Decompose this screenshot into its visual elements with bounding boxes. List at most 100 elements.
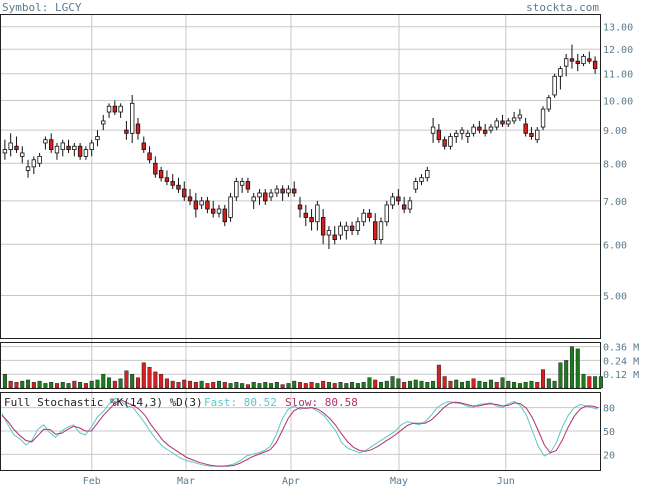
- volume-bar: [598, 376, 603, 389]
- candle-body: [558, 68, 563, 77]
- volume-bar: [373, 379, 378, 389]
- volume-bar: [303, 383, 308, 389]
- site-label: stockta.com: [526, 1, 599, 14]
- volume-bar: [396, 378, 401, 389]
- candle-body: [20, 152, 25, 157]
- volume-bar: [141, 362, 146, 389]
- candle-body: [442, 139, 447, 147]
- stochastic-tick-label: 50: [603, 427, 615, 438]
- candle-body: [361, 212, 366, 223]
- volume-bar: [257, 383, 262, 389]
- volume-bar: [188, 380, 193, 389]
- volume-bar: [454, 379, 459, 389]
- candle-body: [581, 55, 586, 65]
- candle-body: [459, 129, 465, 134]
- axis-labels: Feb Mar Apr May Jun 13.00 12.00 11.00 10.00 9.00 8…: [83, 23, 639, 486]
- candle-body: [118, 105, 123, 113]
- candle-body: [25, 166, 31, 171]
- candle-body: [332, 234, 337, 241]
- candle-body: [205, 200, 210, 210]
- volume-bar: [124, 370, 129, 389]
- candle-body: [89, 142, 94, 150]
- candle-body: [112, 105, 118, 113]
- volume-bar: [228, 383, 233, 389]
- volume-bar: [193, 382, 198, 389]
- candle-body: [430, 126, 436, 134]
- stochastic-tick-label: 80: [603, 404, 615, 415]
- candle-body: [465, 132, 470, 137]
- candle-body: [199, 200, 204, 206]
- candle-body: [274, 188, 280, 194]
- price-tick-label: 7.00: [603, 197, 627, 208]
- volume-bar: [569, 346, 574, 389]
- candle-body: [170, 181, 175, 186]
- stochastic-fast-label: Fast: 80.52: [204, 396, 277, 409]
- candle-body: [563, 58, 569, 67]
- volume-bar: [54, 383, 59, 389]
- volume-bar: [263, 382, 268, 389]
- candle-body: [482, 129, 488, 134]
- volume-bar: [14, 382, 19, 389]
- candle-body: [239, 181, 245, 186]
- volume-bar: [159, 374, 164, 389]
- volume-bar: [130, 374, 135, 389]
- volume-bar: [442, 376, 447, 389]
- candle-body: [517, 114, 523, 119]
- candle-body: [72, 145, 77, 150]
- volume-bar: [89, 380, 94, 389]
- x-tick-label: Jun: [497, 476, 515, 486]
- candle-body: [384, 204, 389, 223]
- volume-bar: [506, 380, 511, 389]
- candle-body: [257, 192, 262, 198]
- candle-body: [2, 149, 8, 154]
- volume-bar: [431, 380, 436, 389]
- volume-tick-label: 0.36 M: [603, 343, 639, 354]
- candle-body: [390, 196, 395, 206]
- fast-line: [1, 397, 599, 467]
- volume-bar: [477, 380, 482, 389]
- candle-body: [37, 155, 42, 164]
- volume-bar: [234, 382, 239, 389]
- volume-bar: [222, 382, 227, 389]
- volume-bar: [367, 377, 372, 389]
- price-tick-label: 6.00: [603, 240, 627, 251]
- volume-bar: [60, 382, 65, 389]
- volume-bar: [564, 360, 569, 389]
- volume-bar: [326, 382, 331, 389]
- candle-body: [251, 196, 256, 202]
- volume-bar: [384, 380, 389, 389]
- price-candles: [2, 44, 598, 249]
- candle-body: [164, 177, 170, 182]
- candle-body: [454, 132, 459, 137]
- candle-body: [587, 58, 592, 62]
- candle-body: [286, 188, 291, 194]
- candle-body: [141, 142, 146, 150]
- candle-body: [234, 181, 239, 198]
- candle-body: [77, 145, 83, 157]
- candle-body: [292, 188, 297, 194]
- candle-body: [506, 120, 511, 125]
- volume-bar: [170, 380, 175, 389]
- candle-body: [14, 145, 19, 150]
- price-tick-label: 9.00: [603, 126, 627, 137]
- candle-body: [373, 221, 378, 241]
- volume-bar: [2, 374, 7, 389]
- candle-body: [228, 196, 233, 218]
- candle-body: [60, 142, 65, 150]
- price-tick-label: 11.00: [603, 70, 633, 81]
- candle-body: [211, 208, 216, 214]
- volume-bar: [107, 377, 112, 389]
- candle-body: [471, 126, 476, 134]
- volume-bar: [344, 383, 349, 389]
- candle-body: [401, 204, 407, 210]
- candle-body: [54, 145, 60, 154]
- volume-bar: [407, 380, 412, 389]
- volume-bar: [500, 377, 505, 389]
- volume-bar: [31, 382, 36, 389]
- volume-bar: [338, 382, 343, 389]
- volume-bar: [355, 383, 360, 389]
- price-tick-label: 10.00: [603, 97, 633, 108]
- volume-bar: [593, 376, 598, 389]
- candle-body: [355, 221, 361, 231]
- volume-bar: [199, 380, 204, 389]
